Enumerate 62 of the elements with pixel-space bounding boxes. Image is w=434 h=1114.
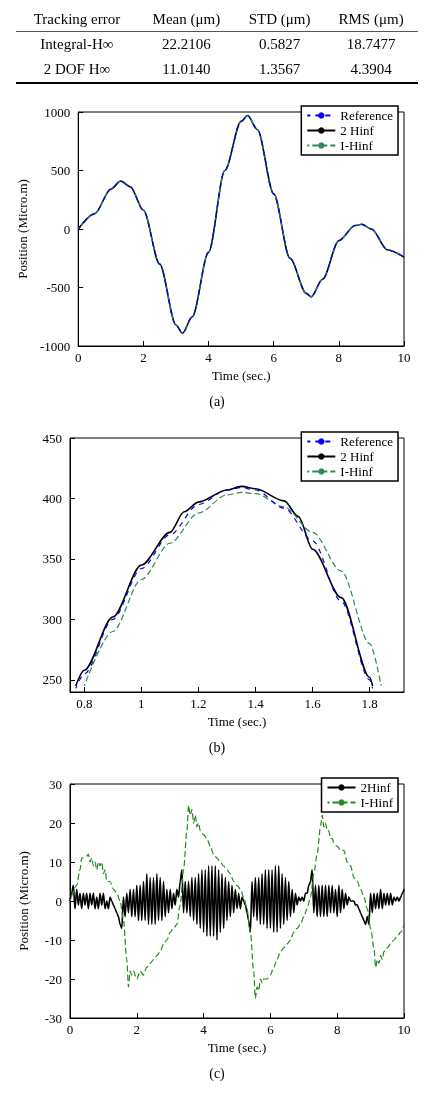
text: 18.7477 [346,36,396,52]
x-tick-label: 4 [205,350,213,365]
x-axis-title: Time (sec.) [207,1039,267,1055]
y-tick-label: 350 [42,551,62,567]
y-tick-label: 0 [55,893,62,909]
category-label: Tracking error [32,10,122,29]
text: 0.5827 [258,36,301,52]
y-tick-label: 500 [50,163,71,178]
y-tick-label: 30 [49,776,62,792]
x-tick-label: 4 [200,1022,208,1037]
text: 4.3904 [350,61,392,77]
y-tick-label: 300 [42,611,62,627]
category-label: 2 DOF H∞ [43,61,111,77]
x-tick-label: 8 [333,1022,341,1037]
text: 22.2106 [162,36,211,52]
x-tick-label: 6 [270,350,278,365]
x-tick-label: 1 [138,696,145,711]
y-tick-label: 400 [42,490,62,506]
legend-label: I-Hinf [360,795,394,810]
y-tick-label: -30 [44,1010,62,1026]
legend-label: I-Hinf [340,464,374,479]
x-tick-label: 1.4 [247,696,265,711]
x-tick-label: 8 [335,350,343,365]
legend-label: Reference [340,108,394,123]
legend-label: Reference [340,434,394,449]
category-label: Integral-H∞ [40,36,114,52]
y-tick-label: 10 [49,854,62,870]
y-axis-title: Position (Micro.m) [15,179,30,279]
x-tick-label: 1.8 [361,696,378,711]
x-tick-label: 2 [140,350,147,365]
y-tick-label: 20 [49,815,62,831]
y-tick-label: 1000 [44,104,71,120]
legend-label: 2 Hinf [340,123,375,138]
y-tick-label: 0 [63,221,71,237]
y-tick-label: -500 [46,280,71,295]
y-tick-label: -20 [44,971,62,987]
y-tick-label: -10 [44,932,62,948]
y-tick-label: -1000 [39,338,71,354]
legend-label: 2Hinf [360,780,392,795]
text: 11.0140 [162,61,211,77]
x-tick-label: 10 [397,350,411,365]
y-tick-label: 250 [42,672,62,688]
text: (c) [208,1066,226,1082]
category-label: Mean (μm) [151,10,222,29]
x-tick-label: 0 [74,350,82,365]
category-label: STD (μm) [247,10,312,29]
text: (b) [207,740,227,756]
text: (a) [208,394,226,410]
text: 1.3567 [258,61,301,77]
legend-label: I-Hinf [340,138,374,153]
y-axis-title: Position (Micro.m) [16,851,31,951]
x-tick-label: 6 [267,1022,275,1037]
legend-label: 2 Hinf [340,449,375,464]
category-label: RMS (μm) [337,10,405,29]
x-tick-label: 1.2 [190,696,207,711]
x-tick-label: 10 [397,1022,411,1037]
x-axis-title: Time (sec.) [211,367,271,383]
x-tick-label: 2 [133,1022,141,1037]
x-tick-label: 0.8 [76,696,93,711]
x-tick-label: 1.6 [304,696,322,711]
y-tick-label: 450 [42,430,62,446]
x-axis-title: Time (sec.) [207,713,267,729]
